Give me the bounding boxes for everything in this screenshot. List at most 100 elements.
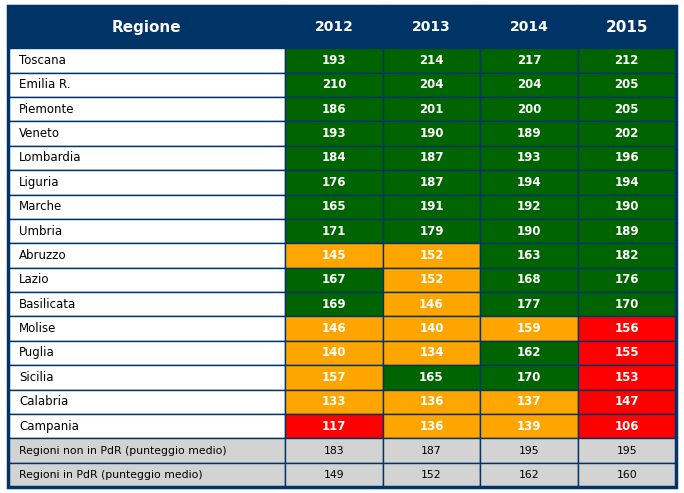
Bar <box>8 219 285 243</box>
Text: 140: 140 <box>321 347 346 359</box>
Bar <box>480 219 578 243</box>
Bar <box>8 72 285 97</box>
Bar <box>285 341 383 365</box>
Text: 193: 193 <box>516 151 541 165</box>
Bar <box>383 243 480 268</box>
Bar <box>578 414 676 438</box>
Bar <box>480 243 578 268</box>
Text: 147: 147 <box>614 395 639 408</box>
Bar <box>383 121 480 146</box>
Text: 204: 204 <box>516 78 541 91</box>
Text: 179: 179 <box>419 225 444 238</box>
Text: 192: 192 <box>516 200 541 213</box>
Text: 194: 194 <box>614 176 639 189</box>
Text: 162: 162 <box>516 347 541 359</box>
Bar <box>8 170 285 195</box>
Bar <box>578 146 676 170</box>
Bar <box>383 389 480 414</box>
Bar <box>285 414 383 438</box>
Bar <box>285 438 383 463</box>
Text: 170: 170 <box>614 298 639 311</box>
Text: 204: 204 <box>419 78 444 91</box>
Text: 190: 190 <box>516 225 541 238</box>
Bar <box>480 48 578 72</box>
Bar <box>383 97 480 121</box>
Text: 182: 182 <box>614 249 639 262</box>
Text: 106: 106 <box>614 420 639 433</box>
Bar <box>480 463 578 487</box>
Bar <box>8 195 285 219</box>
Bar <box>8 121 285 146</box>
Bar <box>383 195 480 219</box>
Bar <box>8 243 285 268</box>
Text: 162: 162 <box>518 470 539 480</box>
Bar <box>480 341 578 365</box>
Bar <box>578 97 676 121</box>
Text: Calabria: Calabria <box>19 395 68 408</box>
Bar <box>285 219 383 243</box>
Text: 184: 184 <box>321 151 346 165</box>
Text: 165: 165 <box>321 200 346 213</box>
Bar <box>285 72 383 97</box>
Bar <box>480 365 578 389</box>
Text: 214: 214 <box>419 54 444 67</box>
Bar <box>383 219 480 243</box>
Text: 2012: 2012 <box>315 20 354 34</box>
Text: 159: 159 <box>516 322 541 335</box>
Bar <box>285 97 383 121</box>
Bar <box>480 317 578 341</box>
Bar <box>480 292 578 317</box>
Bar <box>578 6 676 48</box>
Text: 160: 160 <box>616 470 637 480</box>
Bar <box>578 389 676 414</box>
Bar <box>383 268 480 292</box>
Bar <box>285 268 383 292</box>
Bar <box>480 389 578 414</box>
Text: Abruzzo: Abruzzo <box>19 249 67 262</box>
Text: 186: 186 <box>321 103 346 116</box>
Bar <box>383 48 480 72</box>
Text: 145: 145 <box>321 249 346 262</box>
Bar <box>8 146 285 170</box>
Text: 183: 183 <box>324 446 344 456</box>
Text: 152: 152 <box>419 249 444 262</box>
Bar <box>383 146 480 170</box>
Bar <box>383 463 480 487</box>
Bar <box>480 6 578 48</box>
Bar <box>578 72 676 97</box>
Text: 187: 187 <box>421 446 442 456</box>
Bar <box>383 438 480 463</box>
Bar <box>285 463 383 487</box>
Bar <box>578 365 676 389</box>
Text: Regioni non in PdR (punteggio medio): Regioni non in PdR (punteggio medio) <box>19 446 227 456</box>
Text: 202: 202 <box>614 127 639 140</box>
Bar <box>480 414 578 438</box>
Bar <box>285 365 383 389</box>
Text: Basilicata: Basilicata <box>19 298 77 311</box>
Text: 136: 136 <box>419 420 444 433</box>
Bar <box>383 6 480 48</box>
Text: Lombardia: Lombardia <box>19 151 82 165</box>
Bar <box>578 170 676 195</box>
Bar <box>383 72 480 97</box>
Bar <box>578 121 676 146</box>
Bar <box>285 389 383 414</box>
Text: Piemonte: Piemonte <box>19 103 75 116</box>
Text: 139: 139 <box>516 420 541 433</box>
Text: 168: 168 <box>516 273 541 286</box>
Text: Toscana: Toscana <box>19 54 66 67</box>
Text: 177: 177 <box>516 298 541 311</box>
Text: 155: 155 <box>614 347 639 359</box>
Text: 200: 200 <box>516 103 541 116</box>
Text: 176: 176 <box>321 176 346 189</box>
Text: 193: 193 <box>321 54 346 67</box>
Bar <box>578 268 676 292</box>
Text: Marche: Marche <box>19 200 62 213</box>
Text: 2013: 2013 <box>412 20 451 34</box>
Text: 217: 217 <box>516 54 541 67</box>
Text: 187: 187 <box>419 151 444 165</box>
Text: 152: 152 <box>421 470 442 480</box>
Text: 201: 201 <box>419 103 444 116</box>
Bar <box>383 365 480 389</box>
Bar <box>480 146 578 170</box>
